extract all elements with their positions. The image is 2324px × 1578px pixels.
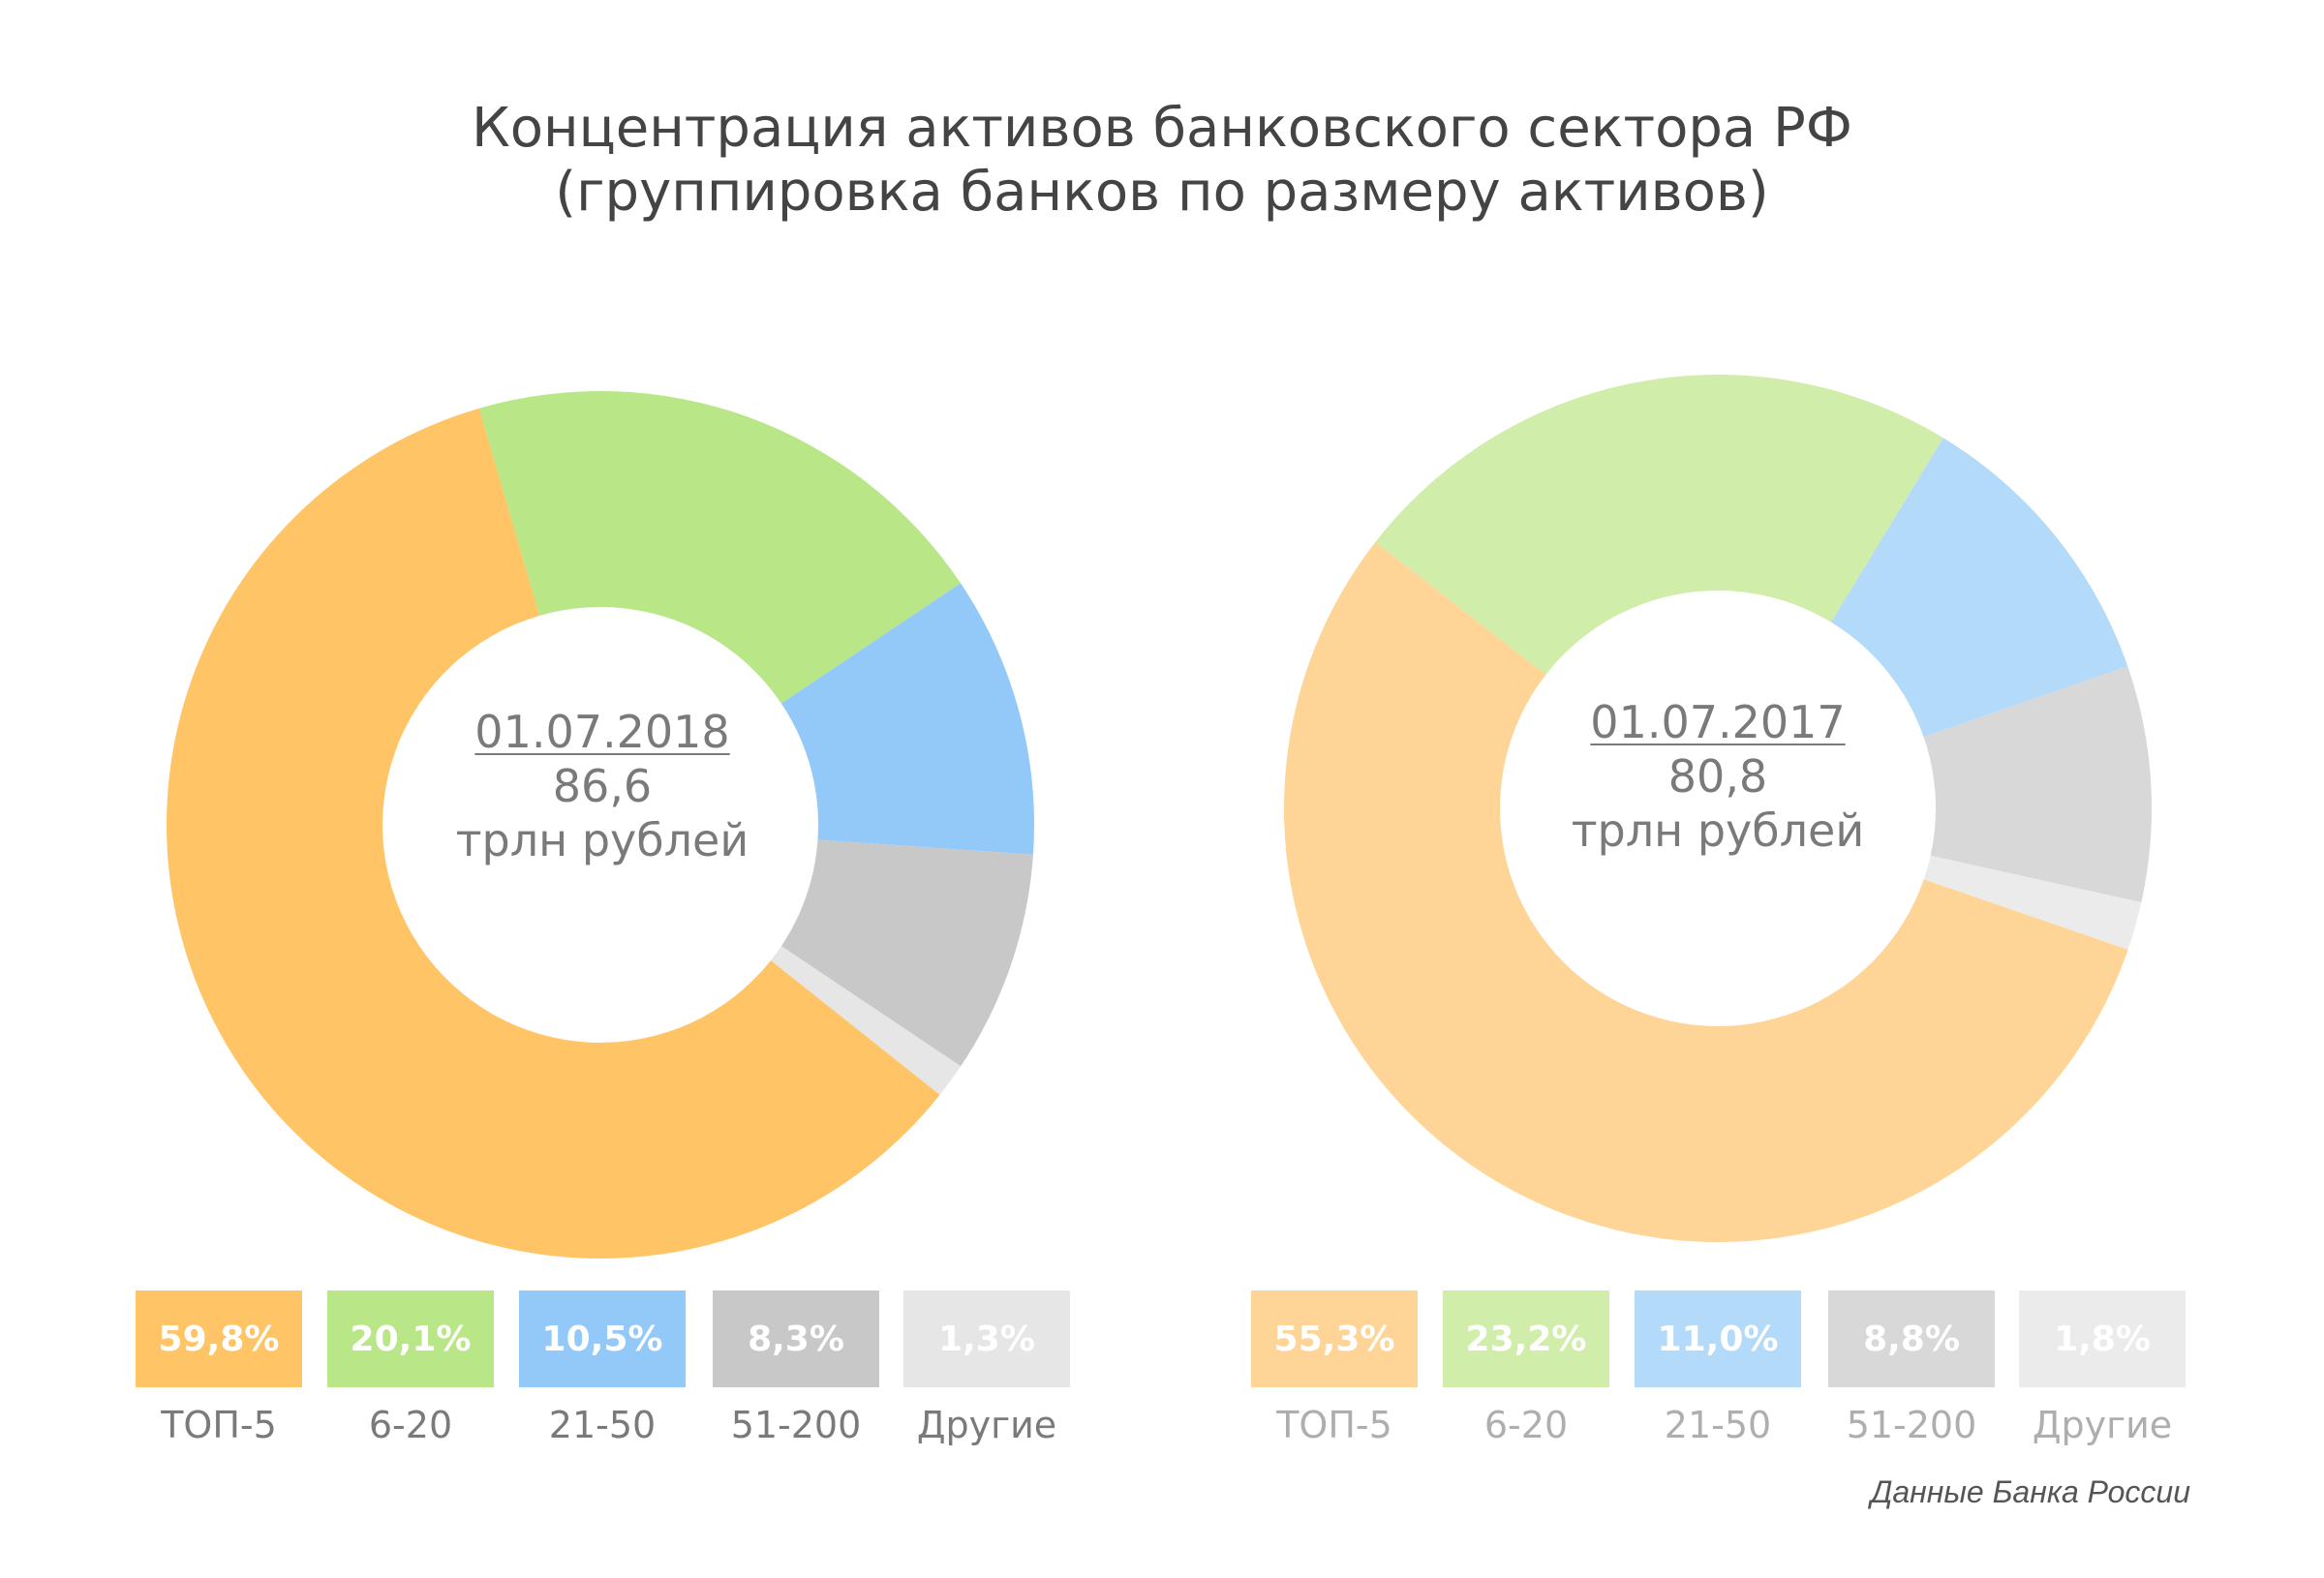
legend-label-51-200: 51-200 [1846,1404,1977,1446]
source-note: Данные Банка России [1870,1474,2190,1509]
legend-label-top5: ТОП-5 [161,1404,277,1446]
legend-box-6-20: 20,1% [327,1290,494,1387]
title-line-1: Концентрация активов банковского сектора… [471,97,1853,160]
slice-other [1923,855,2142,950]
slice-21-50 [1830,438,2128,738]
slice-top5 [1284,541,2128,1243]
legend-box-51-200: 8,3% [713,1290,879,1387]
slice-other [771,946,962,1095]
legend-box-51-200: 8,8% [1828,1290,1995,1387]
slice-51-200 [780,839,1033,1067]
legend-box-other: 1,8% [2019,1290,2186,1387]
slice-21-50 [780,583,1034,855]
legend-label-6-20: 6-20 [368,1404,453,1446]
legend-label-21-50: 21-50 [548,1404,657,1446]
legend-box-other: 1,3% [903,1290,1070,1387]
legend-label-other: Другие [2032,1404,2173,1446]
legend-label-21-50: 21-50 [1664,1404,1772,1446]
center-unit: трлн рублей [1571,804,1865,857]
center-unit: трлн рублей [455,814,749,866]
center-value: 80,8 [1667,750,1768,803]
slice-51-200 [1923,666,2153,903]
slice-6-20 [1375,375,1943,675]
legend-box-top5: 55,3% [1251,1290,1418,1387]
legend-box-21-50: 11,0% [1635,1290,1801,1387]
center-text-2017: 01.07.2017 80,8 трлн рублей [1505,695,1931,858]
center-date: 01.07.2017 [1590,696,1846,748]
title-line-2: (группировка банков по размеру активов) [555,161,1769,224]
center-text-2018: 01.07.2018 86,6 трлн рублей [389,705,815,867]
legend-label-other: Другие [916,1404,1057,1446]
chart-title: Концентрация активов банковского сектора… [0,97,2324,225]
legend-box-top5: 59,8% [136,1290,302,1387]
center-date: 01.07.2018 [474,706,730,758]
slice-6-20 [478,391,962,704]
legend-label-top5: ТОП-5 [1276,1404,1392,1446]
center-value: 86,6 [552,760,653,812]
legend-box-21-50: 10,5% [519,1290,686,1387]
legend-label-6-20: 6-20 [1483,1404,1569,1446]
legend-box-6-20: 23,2% [1443,1290,1609,1387]
legend-label-51-200: 51-200 [730,1404,862,1446]
